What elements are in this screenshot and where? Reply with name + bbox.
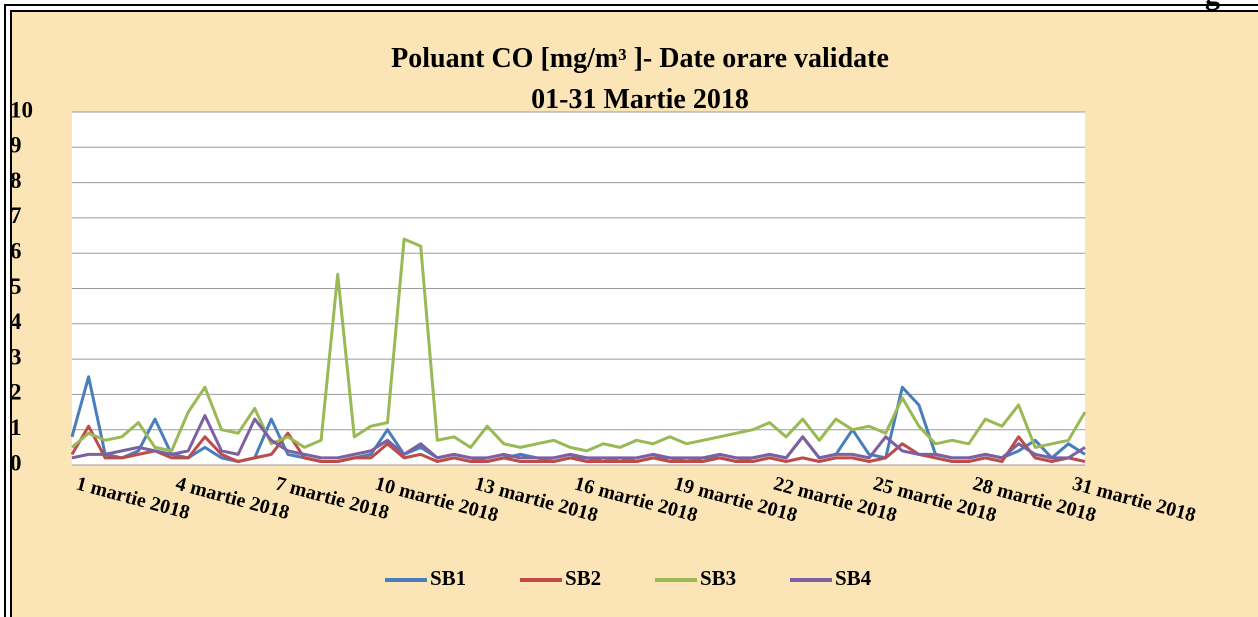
corner-text: g	[1205, 0, 1220, 11]
legend-label: SB1	[430, 566, 466, 590]
y-tick-label: 1	[10, 415, 22, 440]
y-tick-label: 5	[10, 274, 22, 299]
legend-label: SB3	[700, 566, 736, 590]
y-tick-label: 2	[10, 380, 22, 405]
legend-label: SB2	[565, 566, 601, 590]
y-tick-label: 10	[10, 97, 33, 122]
y-tick-label: 8	[10, 168, 22, 193]
y-tick-label: 7	[10, 203, 22, 228]
y-tick-label: 4	[10, 309, 22, 334]
legend-label: SB4	[835, 566, 872, 590]
y-tick-label: 6	[10, 238, 22, 263]
y-tick-label: 9	[10, 133, 22, 158]
y-tick-label: 3	[10, 344, 22, 369]
outer-frame	[4, 4, 1258, 617]
y-tick-label: 0	[10, 450, 22, 475]
series-line	[71, 237, 1087, 453]
chart-title: Poluant CO [mg/m³ ]- Date orare validate	[391, 43, 889, 74]
series-line	[71, 414, 1086, 460]
chart-subtitle: 01-31 Martie 2018	[531, 84, 749, 115]
